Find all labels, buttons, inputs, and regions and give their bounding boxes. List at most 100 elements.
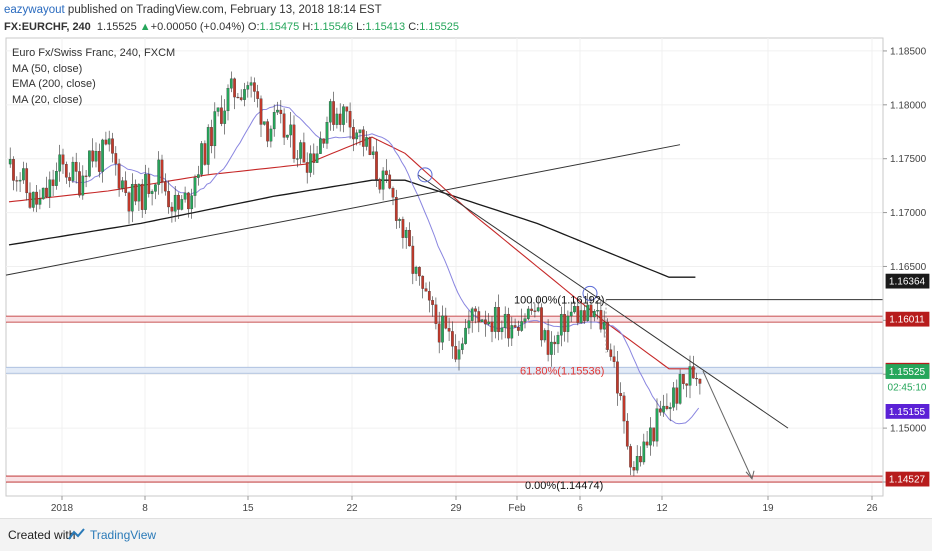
candle-body	[566, 315, 570, 332]
candle-body	[500, 327, 504, 333]
candle-body	[434, 304, 438, 324]
fib-label: 61.80%(1.15536)	[520, 365, 604, 377]
candle-body	[550, 341, 553, 355]
candle-body	[414, 266, 418, 274]
candle-body	[391, 188, 395, 198]
fib-label: 0.00%(1.14474)	[525, 480, 603, 492]
candle-body	[299, 142, 302, 159]
ma20-line	[71, 104, 700, 425]
time-tick-label: 22	[346, 503, 358, 514]
price-chart[interactable]: 100.00%(1.16192) 61.80%(1.15536) 0.00%(1.1…	[0, 0, 932, 518]
candle-body	[649, 427, 652, 446]
candle-body	[530, 308, 533, 311]
candle-body	[121, 180, 124, 189]
candle-body	[140, 183, 144, 210]
candle-body	[173, 194, 177, 212]
candle-body	[130, 183, 134, 212]
candle-body	[266, 121, 269, 142]
candle-body	[160, 159, 164, 182]
last-price: 1.15525	[96, 21, 137, 33]
candle-body	[352, 127, 355, 140]
candle-body	[223, 110, 227, 124]
uptrend-line	[5, 144, 681, 276]
candle-body	[213, 111, 217, 147]
price-axis[interactable]: 1.18500 1.18000 1.17500 1.17000 1.16500 1.160…	[882, 38, 927, 496]
candle-body	[269, 128, 273, 142]
publish-info: published on TradingView.com, February 1…	[64, 4, 382, 16]
candle-body	[427, 291, 431, 301]
candle-body	[51, 179, 55, 186]
open-label: O:	[247, 21, 260, 33]
low-value: 1.15413	[365, 21, 406, 33]
candle-body	[177, 194, 180, 210]
candle-body	[229, 78, 233, 89]
candle-body	[675, 387, 679, 404]
candle-body	[576, 306, 580, 323]
candle-body	[206, 127, 210, 165]
time-axis[interactable]: 2018 8 15 22 29 Feb 6 12 19 26	[6, 495, 883, 514]
projection-arrow-head	[745, 470, 755, 480]
time-tick-label: 12	[656, 503, 668, 514]
candle-body	[338, 113, 342, 125]
candle-body	[71, 161, 75, 181]
candle-body	[104, 139, 108, 145]
candle-body	[342, 106, 345, 125]
candle-body	[81, 175, 85, 196]
legend-ma50[interactable]: MA (50, close)	[12, 62, 83, 75]
candle-body	[319, 138, 322, 154]
time-tick-label: 2018	[51, 503, 74, 514]
candle-body	[286, 134, 289, 138]
candle-body	[322, 138, 326, 144]
candle-body	[315, 153, 319, 163]
candle-body	[249, 82, 253, 86]
candle-body	[629, 446, 632, 468]
candle-body	[332, 101, 335, 125]
candle-body	[150, 191, 154, 194]
legend-ema200[interactable]: EMA (200, close)	[12, 78, 96, 90]
price-tick-label: 1.18500	[890, 46, 927, 57]
candle-body	[134, 183, 137, 202]
candle-body	[335, 113, 339, 125]
time-tick-label: 19	[762, 503, 774, 514]
candle-body	[196, 174, 200, 178]
candle-body	[563, 314, 566, 332]
chart-legend: Euro Fx/Swiss Franc, 240, FXCM MA (50, c…	[12, 46, 175, 108]
publish-line: eazywayout published on TradingView.com,…	[4, 4, 382, 16]
candle-body	[15, 180, 19, 182]
candle-body	[523, 318, 527, 322]
candle-body	[477, 311, 481, 323]
candle-body	[678, 374, 682, 404]
candle-body	[602, 322, 606, 330]
candle-body	[398, 219, 401, 221]
price-tag-box	[885, 379, 930, 395]
pivot-circle	[582, 285, 598, 301]
candle-body	[652, 427, 656, 442]
candle-body	[424, 288, 428, 292]
candle-body	[243, 89, 246, 100]
candle-body	[216, 107, 220, 112]
candle-body	[401, 219, 405, 238]
candle-body	[295, 158, 299, 160]
price-tag-box	[885, 273, 930, 289]
candle-body	[239, 97, 243, 100]
author-link[interactable]: eazywayout	[4, 4, 65, 16]
candle-body	[454, 346, 458, 360]
candle-body	[606, 322, 609, 350]
candle-body	[167, 191, 170, 208]
legend-ma20[interactable]: MA (20, close)	[12, 93, 83, 106]
candle-body	[117, 163, 121, 189]
price-tag-box	[885, 364, 930, 379]
candle-body	[210, 127, 213, 147]
candle-body	[18, 179, 22, 182]
candle-body	[193, 177, 197, 196]
candle-body	[385, 170, 388, 176]
candle-body	[421, 275, 425, 289]
candle-body	[183, 192, 187, 200]
candle-body	[441, 315, 444, 343]
close-label: C:	[408, 21, 420, 33]
candle-body	[668, 407, 672, 410]
tradingview-link[interactable]: TradingView	[90, 528, 157, 542]
candle-body	[127, 192, 131, 212]
candle-body	[35, 191, 38, 205]
candle-body	[233, 78, 236, 98]
